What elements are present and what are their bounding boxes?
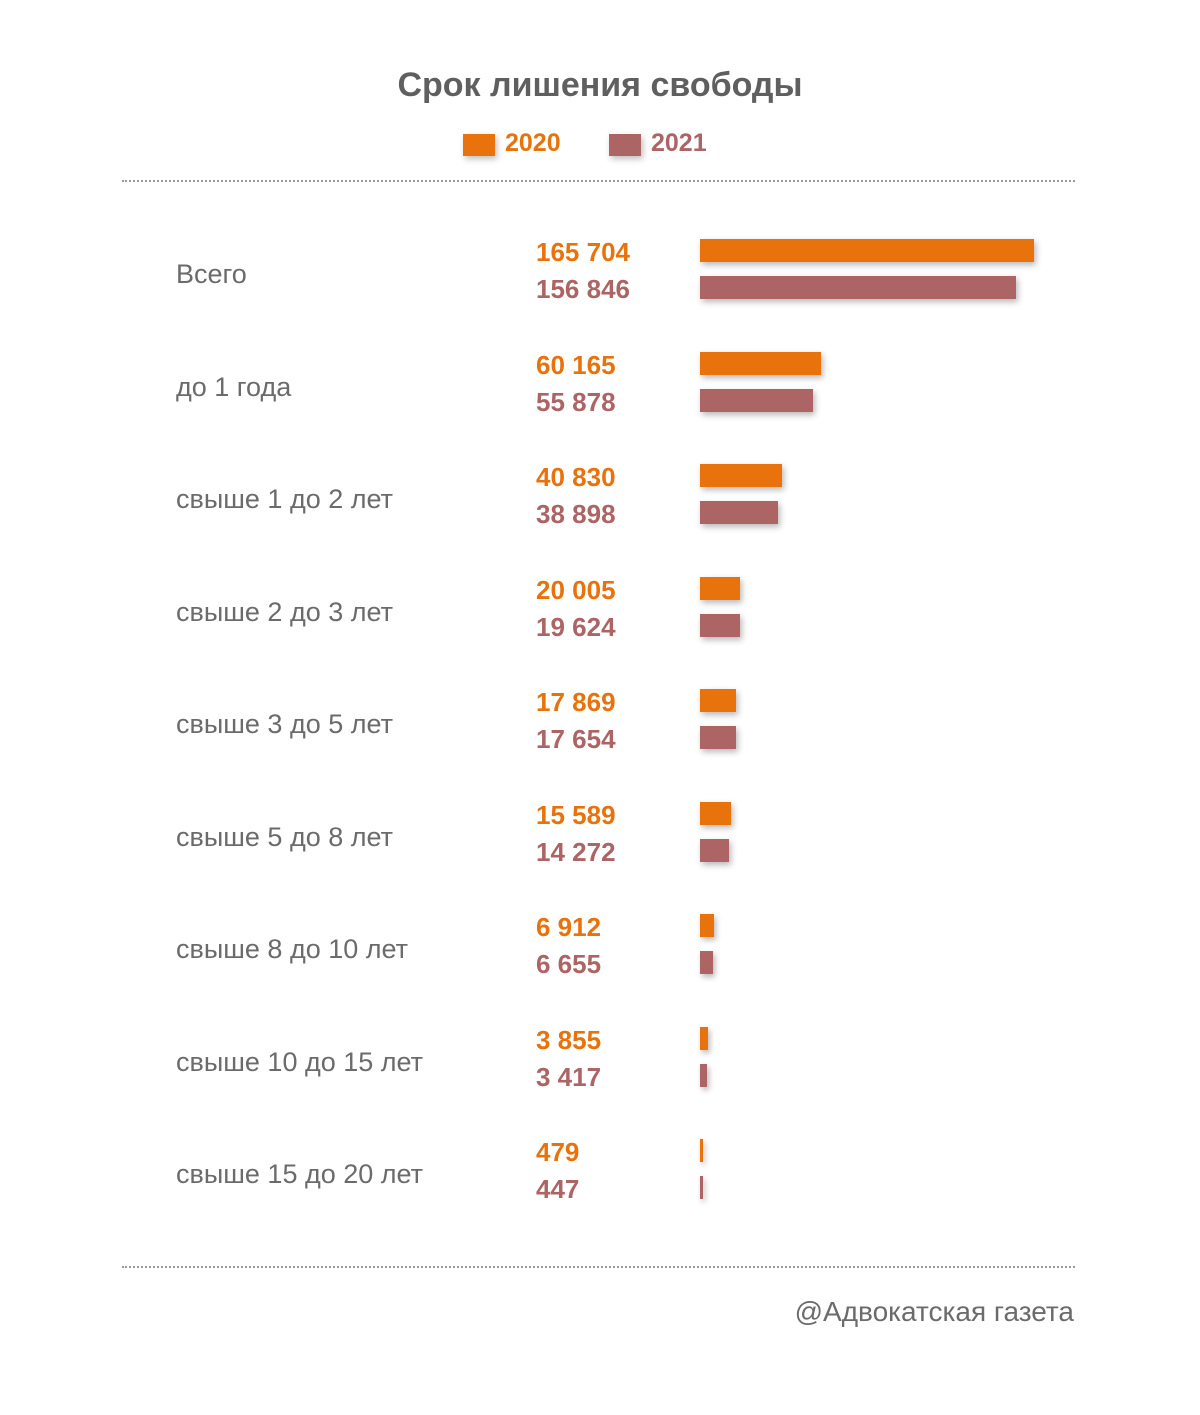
chart-row: свыше 8 до 10 лет 6 912 6 655 bbox=[0, 905, 1200, 1017]
bar-2020 bbox=[700, 689, 737, 712]
chart-row: Всего 165 704 156 846 bbox=[0, 230, 1200, 342]
data-label-2021: 19 624 bbox=[536, 611, 616, 642]
data-label-2021: 55 878 bbox=[536, 386, 616, 417]
data-label-2020: 6 912 bbox=[536, 912, 602, 942]
chart-title: Срок лишения свободы bbox=[397, 66, 803, 104]
category-label: до 1 года bbox=[176, 371, 292, 402]
chart-row: до 1 года 60 165 55 878 bbox=[0, 343, 1200, 455]
bar-2021 bbox=[700, 951, 714, 974]
bar-2020 bbox=[700, 1026, 708, 1050]
legend-label-2021: 2021 bbox=[651, 129, 707, 157]
data-label-2021: 6 655 bbox=[536, 949, 602, 979]
chart-row: свыше 5 до 8 лет 15 589 14 272 bbox=[0, 793, 1200, 905]
bar-2020 bbox=[700, 464, 783, 487]
category-label: свыше 3 до 5 лет bbox=[176, 709, 393, 739]
data-label-2020: 17 869 bbox=[536, 687, 616, 717]
data-label-2020: 40 830 bbox=[536, 462, 616, 492]
data-label-2020: 165 704 bbox=[536, 237, 630, 267]
bar-2021 bbox=[700, 726, 736, 749]
data-label-2021: 14 272 bbox=[536, 836, 616, 867]
bar-2020 bbox=[700, 914, 714, 937]
data-label-2021: 3 417 bbox=[536, 1061, 602, 1092]
bar-2021 bbox=[700, 276, 1017, 299]
chart-row: свыше 15 до 20 лет 479 447 bbox=[0, 1130, 1200, 1242]
data-label-2020: 20 005 bbox=[536, 574, 616, 605]
data-label-2020: 479 bbox=[536, 1137, 580, 1167]
category-label: свыше 5 до 8 лет bbox=[176, 821, 393, 852]
top-divider bbox=[122, 180, 1075, 182]
legend-label-2020: 2020 bbox=[505, 129, 561, 157]
bar-2021 bbox=[700, 501, 779, 524]
category-label: Всего bbox=[176, 259, 247, 289]
category-label: свыше 1 до 2 лет bbox=[176, 484, 393, 514]
bar-2020 bbox=[700, 1139, 703, 1162]
category-label: свыше 15 до 20 лет bbox=[176, 1159, 424, 1189]
data-label-2020: 60 165 bbox=[536, 349, 616, 380]
data-label-2021: 447 bbox=[536, 1174, 580, 1204]
data-label-2020: 3 855 bbox=[536, 1024, 602, 1055]
source-credit: @Адвокатская газета bbox=[794, 1296, 1074, 1327]
chart-row: свыше 3 до 5 лет 17 869 17 654 bbox=[0, 680, 1200, 792]
chart-row: свыше 10 до 15 лет 3 855 3 417 bbox=[0, 1018, 1200, 1130]
chart-row: свыше 2 до 3 лет 20 005 19 624 bbox=[0, 568, 1200, 680]
bar-2021 bbox=[700, 1063, 707, 1087]
bar-2021 bbox=[700, 838, 729, 862]
data-label-2021: 17 654 bbox=[536, 724, 616, 754]
legend-swatch-2021 bbox=[609, 134, 641, 156]
data-label-2021: 156 846 bbox=[536, 274, 630, 304]
data-label-2021: 38 898 bbox=[536, 499, 616, 529]
legend-swatch-2020 bbox=[463, 134, 495, 156]
chart-row: свыше 1 до 2 лет 40 830 38 898 bbox=[0, 455, 1200, 567]
data-label-2020: 15 589 bbox=[536, 799, 616, 830]
bar-2020 bbox=[700, 576, 741, 600]
bar-2020 bbox=[700, 801, 732, 825]
category-label: свыше 8 до 10 лет bbox=[176, 934, 408, 964]
bar-2021 bbox=[700, 388, 813, 412]
bar-2021 bbox=[700, 613, 740, 637]
bottom-divider bbox=[122, 1266, 1075, 1268]
category-label: свыше 10 до 15 лет bbox=[176, 1046, 424, 1077]
bar-2021 bbox=[700, 1176, 703, 1199]
chart-legend: 2020 2021 bbox=[0, 128, 1200, 162]
category-label: свыше 2 до 3 лет bbox=[176, 596, 393, 627]
bar-2020 bbox=[700, 351, 822, 375]
bar-2020 bbox=[700, 239, 1034, 262]
